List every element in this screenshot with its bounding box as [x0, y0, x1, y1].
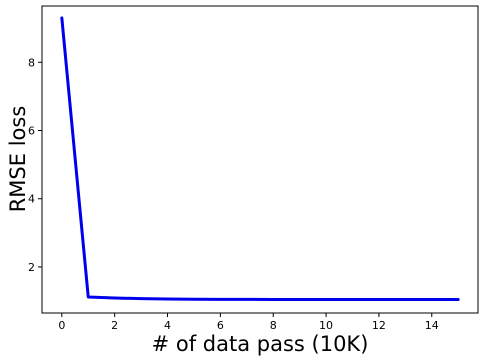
x-tick-label: 4: [164, 319, 171, 332]
plot-frame: [41, 5, 479, 314]
x-tick-label: 0: [58, 319, 65, 332]
x-tick-label: 6: [217, 319, 224, 332]
y-axis-ticks: 2 4 6 8: [28, 56, 42, 274]
y-axis-title: RMSE loss: [6, 106, 30, 213]
series-layer: [60, 16, 460, 302]
x-tick-label: 10: [319, 319, 333, 332]
plot-area: [42, 6, 478, 313]
x-axis-ticks: 0 2 4 6 8 10 12 14: [58, 313, 439, 332]
y-tick-label: 6: [28, 125, 35, 138]
x-axis-title: # of data pass (10K): [152, 332, 369, 356]
x-tick-label: 14: [425, 319, 439, 332]
y-tick-label: 8: [28, 56, 35, 69]
x-tick-label: 8: [270, 319, 277, 332]
x-tick-label: 2: [111, 319, 118, 332]
series-line-1: [60, 16, 460, 302]
y-tick-label: 4: [28, 193, 35, 206]
y-tick-label: 2: [28, 261, 35, 274]
x-tick-label: 12: [372, 319, 386, 332]
